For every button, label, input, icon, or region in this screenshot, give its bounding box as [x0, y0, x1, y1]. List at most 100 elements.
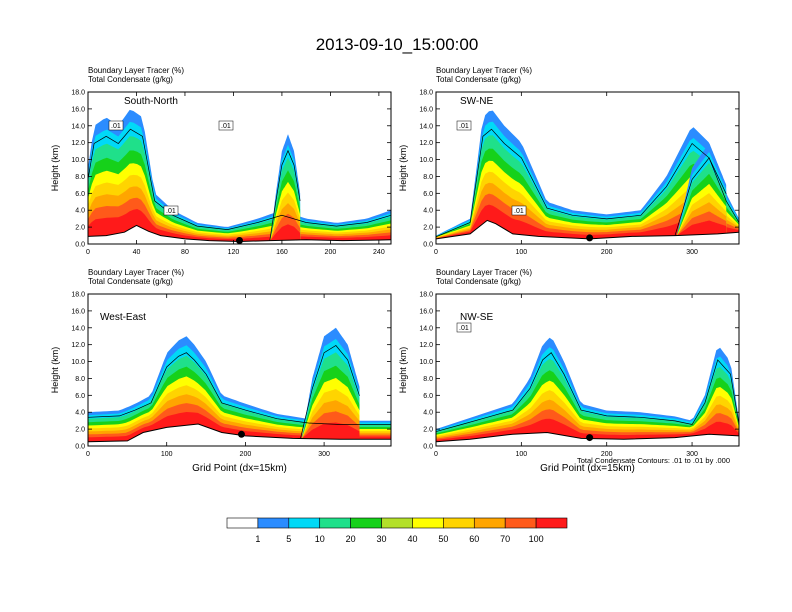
y-tick-label: 18.0 [419, 292, 433, 299]
y-tick-label: 0.0 [423, 444, 433, 451]
y-tick-label: 18.0 [71, 292, 85, 299]
y-tick-label: 2.0 [75, 427, 85, 434]
colorbar-swatch [226, 517, 259, 529]
y-tick-label: 14.0 [71, 123, 85, 130]
x-tick-label: 200 [325, 249, 337, 256]
colorbar-swatch [381, 517, 413, 529]
y-tick-label: 18.0 [71, 90, 85, 97]
panel-subtitle: Boundary Layer Tracer (%) [88, 66, 184, 75]
y-tick-label: 14.0 [419, 325, 433, 332]
x-tick-label: 200 [601, 451, 613, 458]
contour-label-box [163, 205, 179, 216]
panel-sw-ne: Boundary Layer Tracer (%)Total Condensat… [398, 66, 740, 256]
y-tick-label: 16.0 [71, 308, 85, 315]
y-tick-label: 8.0 [75, 174, 85, 181]
colorbar-swatch [319, 517, 351, 529]
y-tick-label: 6.0 [423, 393, 433, 400]
x-tick-label: 100 [516, 451, 528, 458]
colorbar-swatch [504, 517, 537, 529]
y-tick-label: 2.0 [423, 225, 433, 232]
colorbar-label: 100 [529, 534, 544, 544]
colorbar-label: 50 [438, 534, 448, 544]
plot-area [436, 92, 739, 244]
x-tick-label: 0 [434, 249, 438, 256]
terrain [88, 424, 391, 446]
y-tick-label: 16.0 [419, 308, 433, 315]
x-tick-label: 160 [276, 249, 288, 256]
panels: Boundary Layer Tracer (%)Total Condensat… [50, 66, 740, 474]
condensate-contour [269, 149, 301, 241]
y-tick-label: 16.0 [419, 106, 433, 113]
y-tick-label: 10.0 [71, 157, 85, 164]
y-tick-label: 18.0 [419, 90, 433, 97]
condensate-contour [88, 352, 391, 425]
condensate-contour [436, 352, 739, 432]
plot-frame [87, 293, 392, 447]
terrain-line [436, 431, 739, 443]
contour-label: .01 [514, 208, 524, 215]
contour-label: .01 [221, 123, 231, 130]
x-tick-label: 40 [133, 249, 141, 256]
terrain-line [88, 423, 391, 443]
colorbar-swatch [257, 517, 290, 529]
location-marker [236, 236, 243, 244]
y-tick-label: 0.0 [75, 242, 85, 249]
y-tick-label: 14.0 [419, 123, 433, 130]
panel-subtitle: Boundary Layer Tracer (%) [436, 66, 532, 75]
y-tick-label: 10.0 [419, 157, 433, 164]
footer-note: Total Condensate Contours: .01 to .01 by… [577, 456, 730, 465]
y-tick-label: 4.0 [75, 410, 85, 417]
tracer-band-8 [88, 403, 391, 442]
x-tick-label: 200 [601, 249, 613, 256]
panel-subtitle: Total Condensate (g/kg) [436, 75, 521, 84]
panel-subtitle: Boundary Layer Tracer (%) [436, 268, 532, 277]
y-tick-label: 2.0 [423, 427, 433, 434]
plot-frame [87, 91, 392, 245]
y-tick-label: 16.0 [71, 106, 85, 113]
condensate-contour [300, 345, 360, 439]
y-tick-label: 12.0 [71, 342, 85, 349]
colorbar-swatch [412, 517, 444, 529]
colorbar-swatch [288, 517, 321, 529]
contour-label-box [456, 120, 472, 131]
condensate-contour [674, 157, 727, 236]
colorbar-label: 5 [286, 534, 291, 544]
panel-nw-se: Boundary Layer Tracer (%) Total Condensat… [398, 268, 740, 474]
y-tick-label: 8.0 [423, 376, 433, 383]
terrain-line [88, 224, 391, 243]
terrain-line [436, 219, 739, 240]
y-tick-label: 4.0 [423, 208, 433, 215]
x-tick-label: 300 [686, 451, 698, 458]
x-tick-label: 300 [686, 249, 698, 256]
y-axis-label: Height (km) [50, 347, 60, 394]
colorbar: 1 5 10 20 30 40 50 60 70 100 [226, 517, 568, 544]
colorbar-label: 30 [377, 534, 387, 544]
colorbar-label: 60 [469, 534, 479, 544]
plot-area [436, 294, 739, 446]
x-tick-label: 0 [86, 249, 90, 256]
y-tick-label: 4.0 [75, 208, 85, 215]
y-tick-label: 6.0 [423, 191, 433, 198]
location-marker [237, 430, 245, 438]
x-tick-label: 200 [240, 451, 252, 458]
y-tick-label: 8.0 [423, 174, 433, 181]
contour-label-box [108, 120, 124, 131]
colorbar-swatch [535, 517, 568, 529]
location-marker [586, 234, 594, 242]
y-axis-label: Height (km) [398, 347, 408, 394]
y-axis-label: Height (km) [50, 145, 60, 192]
x-tick-label: 300 [318, 451, 330, 458]
panel-label: SW-NE [460, 96, 493, 107]
y-tick-label: 12.0 [419, 342, 433, 349]
x-tick-label: 0 [434, 451, 438, 458]
x-tick-label: 240 [373, 249, 385, 256]
y-tick-label: 10.0 [419, 359, 433, 366]
y-tick-label: 14.0 [71, 325, 85, 332]
y-tick-label: 4.0 [423, 410, 433, 417]
y-tick-label: 12.0 [419, 140, 433, 147]
tracer-band-9 [300, 422, 360, 440]
x-tick-label: 100 [516, 249, 528, 256]
condensate-contour [88, 128, 391, 230]
x-tick-label: 120 [228, 249, 240, 256]
